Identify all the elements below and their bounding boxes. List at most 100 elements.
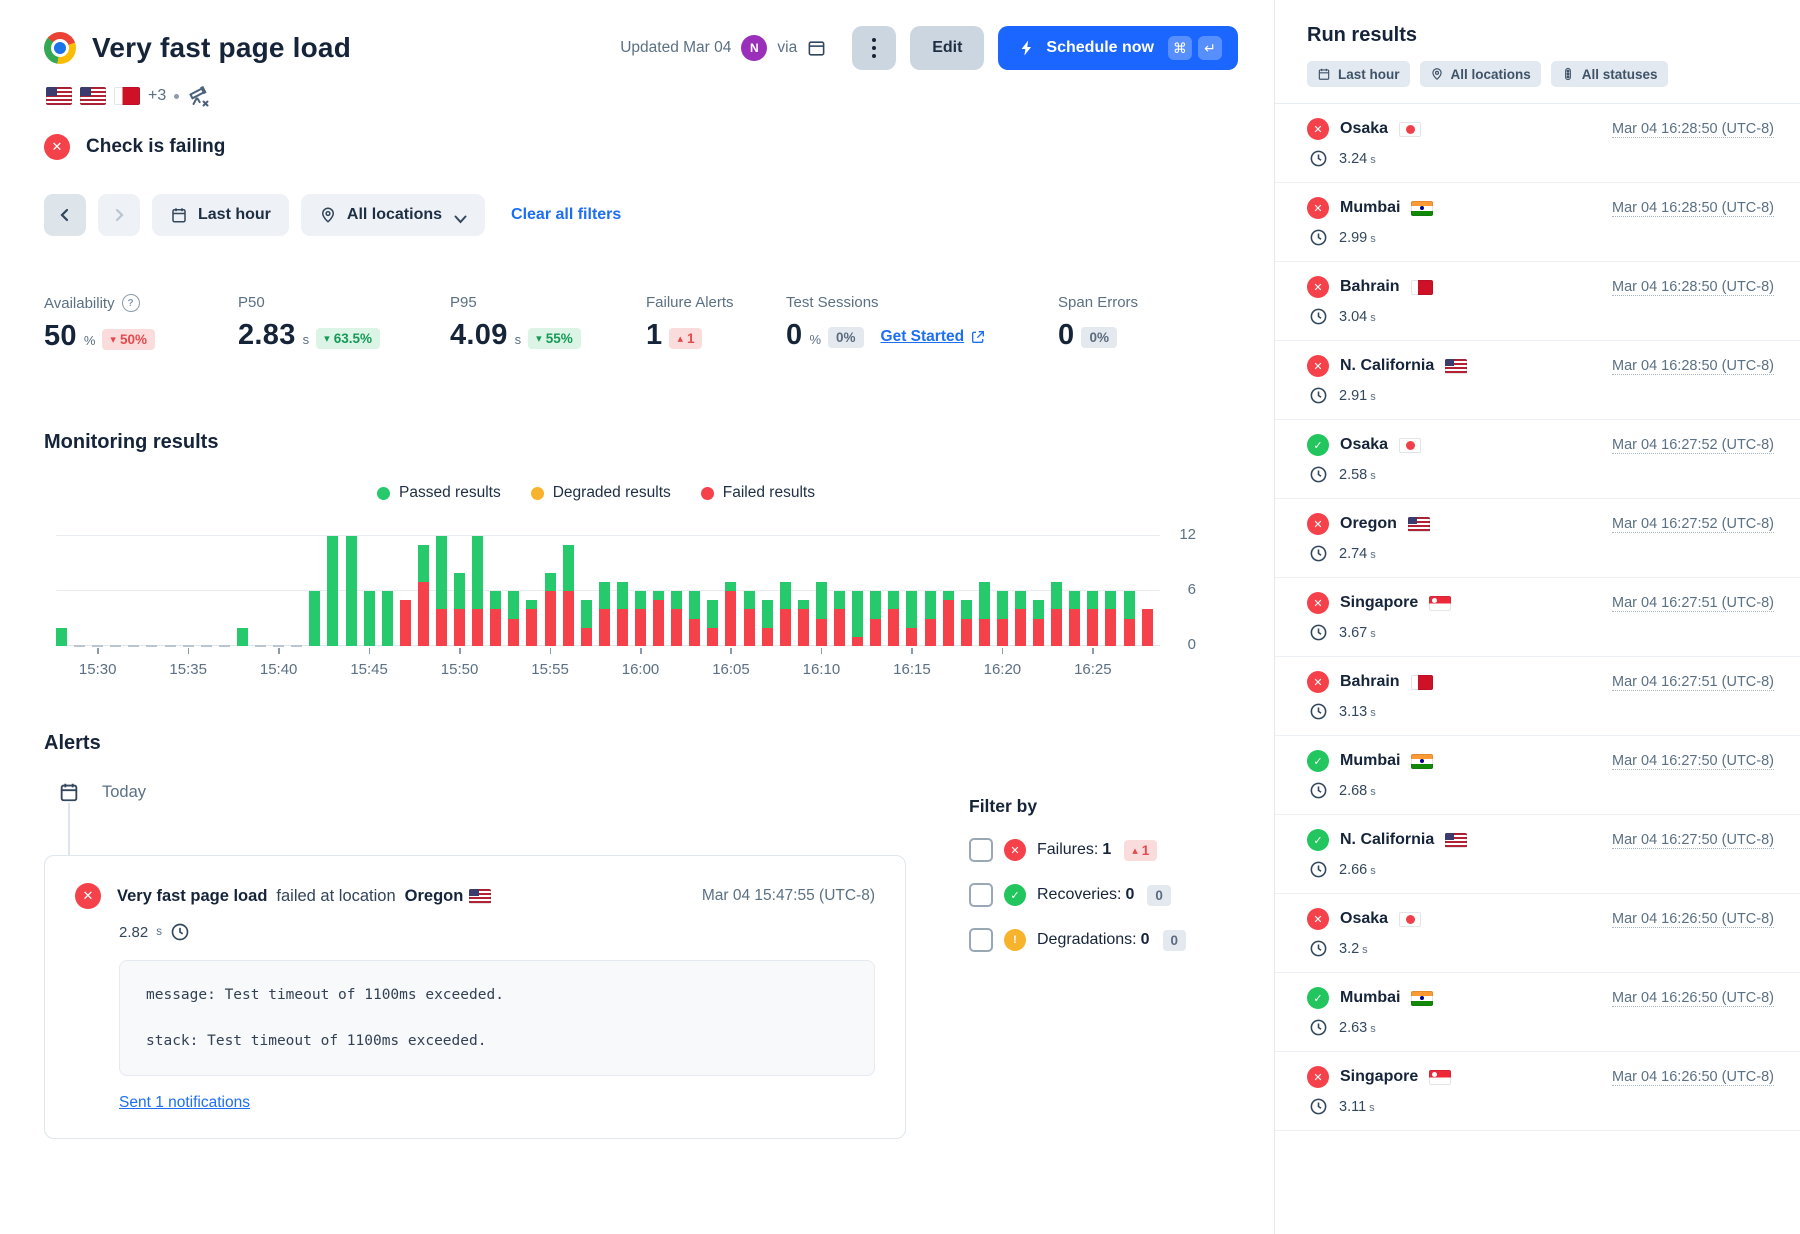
chart-bar-slot[interactable] (743, 536, 755, 646)
run-result-row[interactable]: ✓ Mumbai Mar 04 16:27:50 (UTC-8) 2.68 s (1275, 736, 1800, 815)
run-timestamp-link[interactable]: Mar 04 16:27:51 (UTC-8) (1612, 594, 1774, 612)
chart-bar-slot[interactable]: 16:25 (1074, 536, 1112, 678)
run-result-row[interactable]: ✕ Osaka Mar 04 16:26:50 (UTC-8) 3.2 s (1275, 894, 1800, 973)
run-timestamp-link[interactable]: Mar 04 16:26:50 (UTC-8) (1612, 910, 1774, 928)
chart-bar-slot[interactable] (1123, 536, 1135, 646)
chart-bar-slot[interactable] (598, 536, 610, 646)
chart-bar-slot[interactable] (1033, 536, 1045, 646)
chart-bar-slot[interactable]: 16:05 (712, 536, 750, 678)
next-period-button[interactable] (98, 194, 140, 236)
run-timestamp-link[interactable]: Mar 04 16:27:52 (UTC-8) (1612, 436, 1774, 454)
chart-bar-slot[interactable] (852, 536, 864, 646)
chart-bar-slot[interactable]: 15:45 (350, 536, 388, 678)
chart-bar-slot[interactable]: 15:30 (79, 536, 116, 678)
chart-bar-slot[interactable] (128, 536, 140, 647)
run-timestamp-link[interactable]: Mar 04 16:27:50 (UTC-8) (1612, 752, 1774, 770)
chart-bar-slot[interactable] (200, 536, 212, 647)
more-options-button[interactable] (852, 26, 897, 70)
alert-card[interactable]: ✕ Very fast page load failed at location… (44, 855, 906, 1139)
chart-bar-slot[interactable]: 16:00 (622, 536, 659, 678)
chip-all-statuses[interactable]: All statuses (1550, 61, 1668, 87)
chart-bar-slot[interactable] (761, 536, 773, 646)
chart-bar-slot[interactable] (381, 536, 393, 646)
chart-bar-slot[interactable] (779, 536, 791, 646)
run-timestamp-link[interactable]: Mar 04 16:28:50 (UTC-8) (1612, 357, 1774, 375)
chip-last-hour[interactable]: Last hour (1307, 61, 1410, 87)
run-result-row[interactable]: ✕ Mumbai Mar 04 16:28:50 (UTC-8) 2.99 s (1275, 183, 1800, 262)
chart-bar-slot[interactable] (327, 536, 339, 646)
chart-bar-slot[interactable] (435, 536, 447, 646)
chart-bar-slot[interactable] (110, 536, 122, 647)
chart-bar-slot[interactable] (1069, 536, 1081, 646)
edit-button[interactable]: Edit (910, 26, 985, 70)
chart-bar-slot[interactable] (1051, 536, 1063, 646)
run-result-row[interactable]: ✓ Osaka Mar 04 16:27:52 (UTC-8) 2.58 s (1275, 420, 1800, 499)
chart-bar-slot[interactable] (888, 536, 900, 646)
previous-period-button[interactable] (44, 194, 86, 236)
clear-all-filters-link[interactable]: Clear all filters (511, 206, 622, 223)
locations-filter-button[interactable]: All locations (300, 194, 486, 236)
run-result-row[interactable]: ✕ Osaka Mar 04 16:28:50 (UTC-8) 3.24 s (1275, 104, 1800, 183)
run-result-row[interactable]: ✕ Bahrain Mar 04 16:28:50 (UTC-8) 3.04 s (1275, 262, 1800, 341)
run-result-row[interactable]: ✕ Singapore Mar 04 16:27:51 (UTC-8) 3.67 s (1275, 578, 1800, 657)
help-icon[interactable]: ? (121, 294, 140, 312)
run-result-row[interactable]: ✓ N. California Mar 04 16:27:50 (UTC-8) 2.6… (1275, 815, 1800, 894)
chart-bar-slot[interactable] (291, 536, 303, 647)
schedule-now-button[interactable]: Schedule now ⌘ ↵ (998, 26, 1238, 70)
chart-bar-slot[interactable]: 15:50 (441, 536, 478, 678)
chart-bar-slot[interactable] (218, 536, 230, 647)
run-result-row[interactable]: ✕ Singapore Mar 04 16:26:50 (UTC-8) 3.11 s (1275, 1052, 1800, 1131)
run-timestamp-link[interactable]: Mar 04 16:26:50 (UTC-8) (1612, 989, 1774, 1007)
chart-bar-slot[interactable] (834, 536, 846, 646)
chart-bar-slot[interactable] (580, 536, 592, 646)
chart-bar-slot[interactable] (74, 536, 86, 647)
chart-bar-slot[interactable] (490, 536, 502, 646)
chart-bar-slot[interactable] (146, 536, 158, 647)
run-timestamp-link[interactable]: Mar 04 16:28:50 (UTC-8) (1612, 199, 1774, 217)
chart-bar-slot[interactable]: 15:55 (531, 536, 569, 678)
chart-bar-slot[interactable] (960, 536, 972, 646)
chip-all-locations[interactable]: All locations (1419, 61, 1541, 87)
run-result-row[interactable]: ✕ Bahrain Mar 04 16:27:51 (UTC-8) 3.13 s (1275, 657, 1800, 736)
run-result-row[interactable]: ✕ N. California Mar 04 16:28:50 (UTC-8) 2.9… (1275, 341, 1800, 420)
chart-bar-slot[interactable] (671, 536, 683, 646)
chart-bar-slot[interactable]: 15:40 (260, 536, 297, 678)
chart-bar-slot[interactable]: 16:10 (803, 536, 840, 678)
chart-bar-slot[interactable] (526, 536, 538, 646)
chart-bar-slot[interactable] (1141, 536, 1153, 646)
chart-bar-slot[interactable] (562, 536, 574, 646)
chart-bar-slot[interactable] (472, 536, 484, 646)
chart-bar-slot[interactable]: 16:15 (893, 536, 931, 678)
chart-bar-slot[interactable]: 16:20 (984, 536, 1021, 678)
time-range-button[interactable]: Last hour (152, 194, 289, 236)
chart-bar-slot[interactable] (1105, 536, 1117, 646)
sent-notifications-link[interactable]: Sent 1 notifications (119, 1094, 250, 1111)
run-timestamp-link[interactable]: Mar 04 16:26:50 (UTC-8) (1612, 1068, 1774, 1086)
run-timestamp-link[interactable]: Mar 04 16:27:51 (UTC-8) (1612, 673, 1774, 691)
run-timestamp-link[interactable]: Mar 04 16:28:50 (UTC-8) (1612, 278, 1774, 296)
chart-bar-slot[interactable]: 15:35 (169, 536, 207, 678)
chart-bar-slot[interactable] (978, 536, 990, 646)
chart-bar-slot[interactable] (56, 536, 67, 646)
chart-bar-slot[interactable] (236, 536, 248, 646)
get-started-link[interactable]: Get Started (881, 328, 987, 346)
run-result-row[interactable]: ✓ Mumbai Mar 04 16:26:50 (UTC-8) 2.63 s (1275, 973, 1800, 1052)
chart-bar-slot[interactable] (164, 536, 176, 647)
chart-bar-slot[interactable] (797, 536, 809, 646)
chart-bar-slot[interactable] (870, 536, 882, 646)
checkbox[interactable] (969, 883, 993, 907)
chart-bar-slot[interactable] (707, 536, 719, 646)
checkbox[interactable] (969, 928, 993, 952)
chart-bar-slot[interactable] (689, 536, 701, 646)
run-result-row[interactable]: ✕ Oregon Mar 04 16:27:52 (UTC-8) 2.74 s (1275, 499, 1800, 578)
chart-bar-slot[interactable] (255, 536, 267, 647)
chart-bar-slot[interactable] (942, 536, 954, 646)
chart-bar-slot[interactable] (1014, 536, 1026, 646)
run-timestamp-link[interactable]: Mar 04 16:27:50 (UTC-8) (1612, 831, 1774, 849)
run-timestamp-link[interactable]: Mar 04 16:28:50 (UTC-8) (1612, 120, 1774, 138)
chart-bar-slot[interactable] (345, 536, 357, 646)
chart-bar-slot[interactable] (508, 536, 520, 646)
checkbox[interactable] (969, 838, 993, 862)
run-timestamp-link[interactable]: Mar 04 16:27:52 (UTC-8) (1612, 515, 1774, 533)
chart-bar-slot[interactable] (924, 536, 936, 646)
